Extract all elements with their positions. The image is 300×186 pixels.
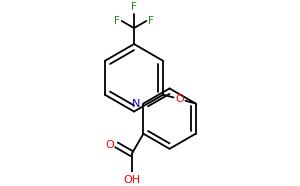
Text: F: F xyxy=(114,16,120,26)
Text: O: O xyxy=(105,140,114,150)
Text: F: F xyxy=(148,16,154,26)
Text: F: F xyxy=(131,2,137,12)
Text: N: N xyxy=(132,99,141,109)
Text: OH: OH xyxy=(123,175,140,185)
Text: O: O xyxy=(175,94,184,104)
